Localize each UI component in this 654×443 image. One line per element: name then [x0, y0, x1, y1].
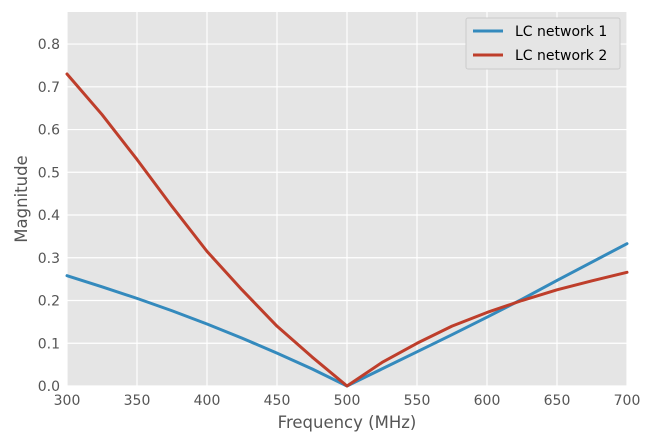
y-axis-label: Magnitude: [12, 155, 31, 242]
legend-label-series-2: LC network 2: [515, 48, 607, 64]
x-tick-label: 600: [474, 393, 501, 409]
y-tick-label: 0.8: [38, 37, 60, 53]
y-tick-label: 0.4: [38, 208, 60, 224]
y-tick-labels: 0.0 0.1 0.2 0.3 0.4 0.5 0.6 0.7 0.8: [38, 37, 60, 395]
x-tick-label: 500: [334, 393, 361, 409]
series-lines: [65, 72, 629, 388]
legend-label-series-1: LC network 1: [515, 24, 607, 40]
y-tick-label: 0.7: [38, 80, 60, 96]
y-tick-label: 0.2: [38, 294, 60, 310]
legend-box: [465, 17, 621, 70]
x-tick-label: 450: [264, 393, 291, 409]
y-tick-label: 0.3: [38, 251, 60, 267]
x-tick-labels: 300 350 400 450 500 550 600 650 700: [54, 393, 641, 409]
x-tick-label: 400: [194, 393, 221, 409]
x-tick-label: 550: [404, 393, 431, 409]
x-tick-label: 700: [614, 393, 641, 409]
y-tick-label: 0.5: [38, 165, 60, 181]
x-tick-label: 650: [544, 393, 571, 409]
y-tick-label: 0.1: [38, 336, 60, 352]
x-tick-label: 300: [54, 393, 81, 409]
y-tick-label: 0.6: [38, 123, 60, 139]
x-tick-label: 350: [124, 393, 151, 409]
legend: LC network 1 LC network 2: [465, 17, 621, 70]
series-line-2: [65, 72, 629, 388]
y-tick-label: 0.0: [38, 379, 60, 395]
x-axis-label: Frequency (MHz): [278, 413, 417, 432]
